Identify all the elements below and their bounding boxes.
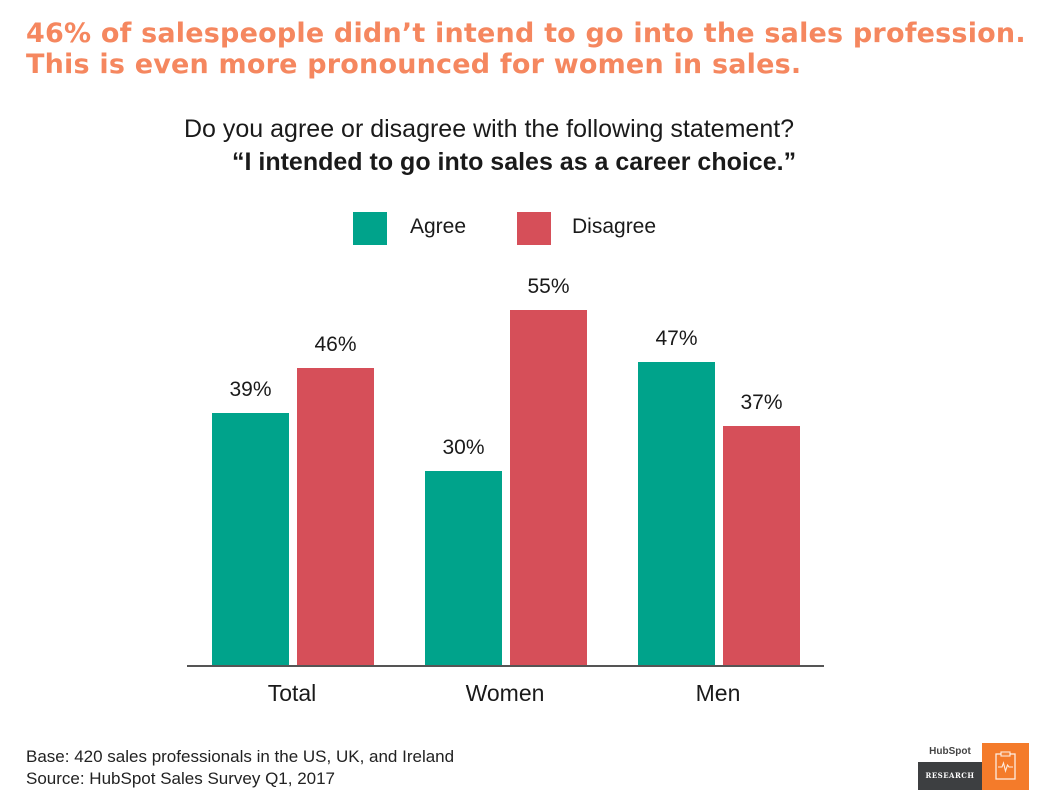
bar-total-disagree xyxy=(297,368,374,665)
legend-swatch-agree xyxy=(353,212,387,245)
bar-men-disagree xyxy=(723,426,800,665)
footer-base: Base: 420 sales professionals in the US,… xyxy=(26,747,455,766)
clipboard-icon xyxy=(982,743,1029,790)
headline-line-2: This is even more pronounced for women i… xyxy=(26,49,802,80)
legend-label-agree: Agree xyxy=(410,215,467,238)
value-label-women-disagree: 55% xyxy=(527,275,570,298)
value-label-men-agree: 47% xyxy=(655,327,698,350)
category-label-total: Total xyxy=(267,680,317,706)
legend-label-disagree: Disagree xyxy=(572,215,657,238)
value-label-men-disagree: 37% xyxy=(740,391,783,414)
bar-women-disagree xyxy=(510,310,587,665)
category-label-men: Men xyxy=(695,680,741,706)
bar-total-agree xyxy=(212,413,289,665)
question-statement: “I intended to go into sales as a career… xyxy=(232,148,797,176)
footer-source: Source: HubSpot Sales Survey Q1, 2017 xyxy=(26,769,336,788)
logo-tag: RESEARCH xyxy=(918,762,982,790)
logo-brand: HubSpot xyxy=(929,746,971,757)
headline: 46% of salespeople didn’t intend to go i… xyxy=(26,18,1026,80)
x-axis-line xyxy=(187,665,824,667)
question-line-1: Do you agree or disagree with the follow… xyxy=(184,115,795,143)
bar-women-agree xyxy=(425,471,502,665)
value-label-total-disagree: 46% xyxy=(314,333,357,356)
category-label-women: Women xyxy=(465,680,545,706)
headline-line-1: 46% of salespeople didn’t intend to go i… xyxy=(26,18,1026,49)
legend-swatch-disagree xyxy=(517,212,551,245)
value-label-total-agree: 39% xyxy=(229,378,272,401)
bar-men-agree xyxy=(638,362,715,665)
value-label-women-agree: 30% xyxy=(442,436,485,459)
